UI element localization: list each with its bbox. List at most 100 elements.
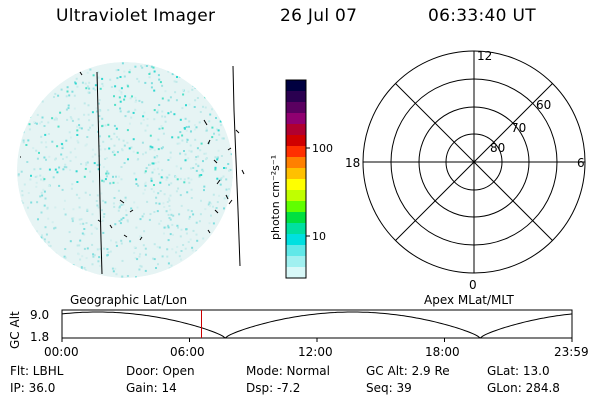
uv-speckle (144, 129, 147, 132)
uv-speckle (18, 116, 21, 119)
uv-speckle (27, 206, 29, 209)
uv-speckle (194, 138, 197, 141)
uv-speckle (76, 139, 79, 142)
uv-speckle (91, 155, 94, 158)
uv-speckle (42, 176, 45, 179)
uv-speckle (158, 127, 161, 130)
uv-bright-speckle (198, 174, 201, 177)
uv-speckle (43, 65, 46, 68)
uv-speckle (202, 160, 204, 163)
uv-speckle (165, 178, 168, 181)
uv-speckle (67, 269, 70, 272)
uv-speckle (161, 84, 164, 87)
glon-status: GLon: 284.8 (487, 381, 560, 395)
uv-speckle (136, 258, 139, 261)
color-scale-stripe (286, 190, 306, 202)
uv-speckle (154, 162, 157, 164)
uv-speckle (124, 199, 127, 202)
uv-speckle (95, 227, 98, 230)
uv-speckle (175, 190, 178, 193)
geographic-caption: Geographic Lat/Lon (70, 293, 188, 307)
uv-speckle (68, 131, 71, 134)
uv-speckle (193, 128, 196, 131)
uv-bright-speckle (113, 95, 115, 98)
color-scale-stripe (286, 179, 306, 191)
uv-speckle (167, 262, 170, 265)
uv-speckle (214, 156, 217, 159)
uv-speckle (219, 124, 222, 127)
uv-bright-speckle (219, 120, 222, 123)
uv-speckle (149, 71, 151, 74)
uv-speckle (227, 103, 230, 106)
uv-speckle (22, 272, 25, 275)
uv-image (17, 62, 233, 278)
uv-speckle (195, 233, 198, 236)
uv-speckle (124, 196, 127, 199)
uv-speckle (88, 81, 91, 84)
uv-speckle (209, 247, 212, 250)
uv-speckle (86, 136, 89, 138)
uv-speckle (64, 163, 67, 166)
uv-speckle (216, 73, 219, 76)
uv-speckle (177, 226, 179, 229)
uv-speckle (191, 249, 194, 252)
uv-speckle (151, 171, 154, 174)
uv-speckle (173, 70, 176, 73)
uv-speckle (140, 65, 143, 68)
color-scale-stripe (286, 256, 306, 268)
uv-speckle (130, 116, 133, 119)
uv-speckle (46, 68, 49, 71)
uv-speckle (116, 151, 119, 154)
uv-speckle (232, 208, 233, 211)
uv-speckle (64, 213, 67, 216)
uv-speckle (35, 185, 38, 188)
uv-speckle (149, 213, 152, 216)
uv-speckle (18, 226, 21, 229)
uv-bright-speckle (159, 81, 162, 84)
uv-speckle (133, 172, 136, 175)
meridian-line-right (232, 65, 241, 267)
uv-speckle (55, 118, 58, 121)
uv-speckle (47, 217, 50, 220)
uv-speckle (36, 201, 39, 204)
uv-speckle (139, 218, 142, 221)
uv-speckle (141, 101, 144, 104)
uv-speckle (91, 263, 94, 266)
uv-speckle (231, 234, 233, 236)
uv-speckle (184, 268, 186, 271)
uv-speckle (164, 120, 167, 123)
uv-speckle (167, 274, 170, 277)
uv-bright-speckle (112, 181, 115, 184)
uv-speckle (134, 100, 137, 103)
uv-speckle (87, 91, 90, 94)
uv-speckle (27, 274, 30, 277)
uv-speckle (96, 194, 99, 197)
uv-speckle (86, 208, 89, 211)
uv-speckle (226, 269, 229, 272)
color-scale-frame (285, 79, 307, 279)
uv-bright-speckle (161, 127, 164, 130)
uv-speckle (86, 161, 89, 164)
uv-speckle (192, 229, 195, 232)
uv-speckle (120, 218, 123, 221)
uv-speckle (146, 200, 149, 203)
uv-speckle (218, 266, 220, 269)
uv-speckle (75, 193, 78, 196)
uv-speckle (142, 192, 145, 195)
uv-speckle (177, 187, 180, 190)
uv-speckle (97, 206, 100, 209)
uv-speckle (117, 189, 120, 192)
uv-speckle (220, 176, 223, 179)
uv-speckle (187, 177, 190, 180)
uv-speckle (87, 113, 90, 116)
uv-speckle (158, 173, 161, 176)
uv-speckle (73, 94, 76, 97)
uv-speckle (142, 244, 145, 247)
uv-speckle (30, 201, 33, 204)
uv-speckle (63, 199, 66, 202)
uv-speckle (40, 178, 42, 181)
uv-speckle (51, 270, 54, 273)
uv-speckle (65, 156, 68, 159)
uv-speckle (200, 65, 203, 68)
uv-speckle (205, 158, 208, 161)
